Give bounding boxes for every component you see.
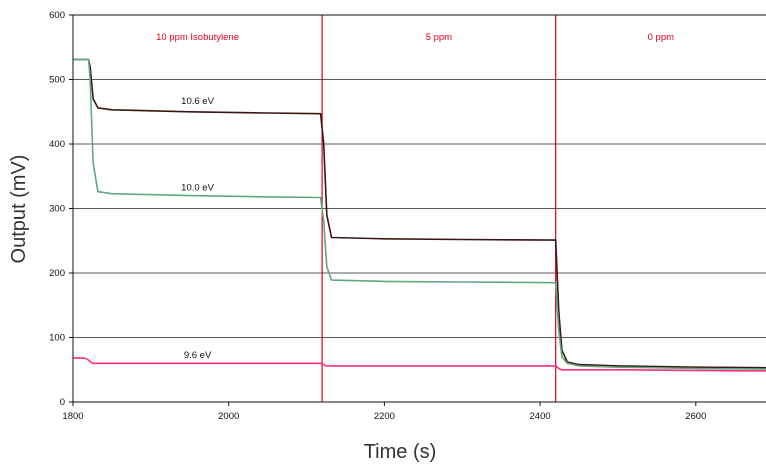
series-labels: 10.6 eV 10.0 eV 9.6 eV <box>181 96 214 361</box>
region-label: 10 ppm Isobutylene <box>156 32 239 43</box>
y-tick-label: 0 <box>60 397 65 408</box>
y-axis-title: Output (mV) <box>8 155 30 264</box>
series-line <box>73 58 766 370</box>
y-tick-label: 200 <box>49 268 65 279</box>
series-lines <box>73 58 766 372</box>
region-labels: 10 ppm Isobutylene 5 ppm 0 ppm <box>156 32 674 43</box>
region-label: 0 ppm <box>648 32 674 43</box>
y-tick-label: 100 <box>49 333 65 344</box>
y-tick-label: 600 <box>49 10 65 21</box>
series-label: 9.6 eV <box>184 350 212 361</box>
y-tick-label: 300 <box>49 204 65 215</box>
x-tick-label: 2600 <box>685 411 706 422</box>
x-tick-label: 2000 <box>218 411 239 422</box>
series-line <box>73 58 766 369</box>
x-tick-label: 1800 <box>62 411 83 422</box>
series-line <box>73 357 766 372</box>
series-label: 10.0 eV <box>181 182 214 193</box>
x-tick-label: 2200 <box>374 411 395 422</box>
y-tick-label: 400 <box>49 139 65 150</box>
x-axis-title: Time (s) <box>364 441 437 463</box>
y-tick-label: 500 <box>49 75 65 86</box>
y-axis-ticks: 0 100 200 300 400 500 600 <box>49 10 73 408</box>
region-label: 5 ppm <box>426 32 452 43</box>
series-label: 10.6 eV <box>181 96 214 107</box>
x-tick-label: 2400 <box>530 411 551 422</box>
x-axis-ticks: 1800 2000 2200 2400 2600 <box>62 402 706 422</box>
gridlines <box>73 79 766 338</box>
